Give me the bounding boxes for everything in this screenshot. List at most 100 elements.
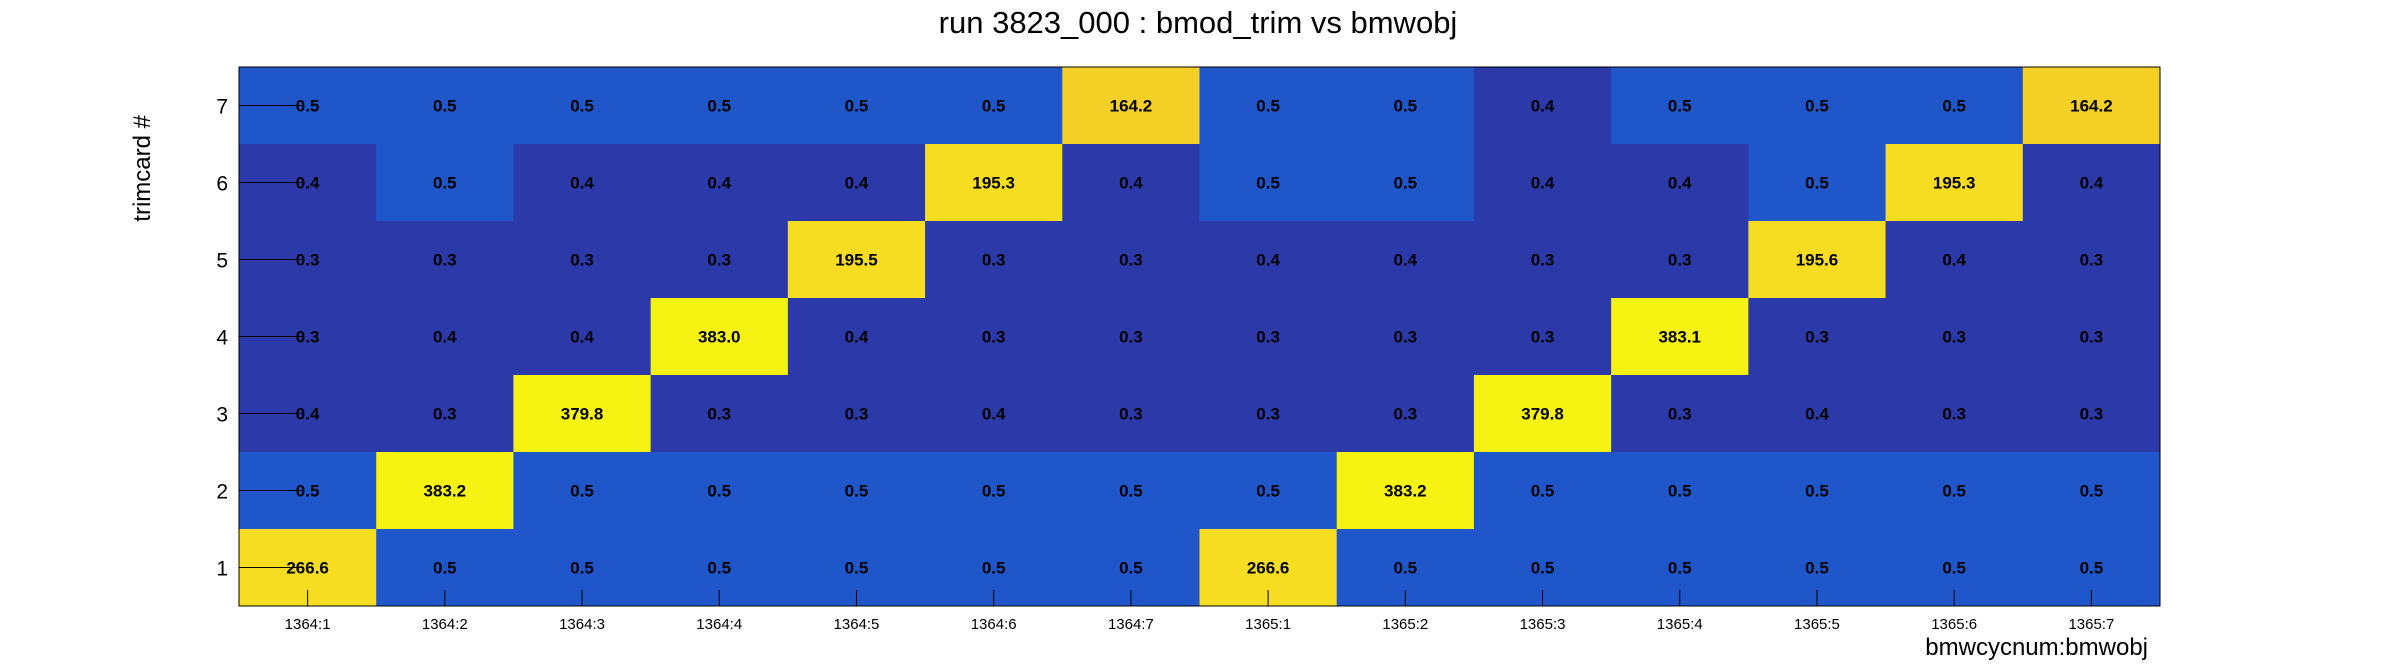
heatmap-cell [513, 221, 652, 299]
heatmap-cell [650, 221, 789, 299]
chart-title: run 3823_000 : bmod_trim vs bmwobj [939, 5, 1458, 40]
heatmap-cell [1336, 221, 1475, 299]
cell-value-label: 0.5 [296, 97, 320, 116]
x-tick-label: 1364:3 [559, 616, 605, 633]
cell-value-label: 0.3 [1119, 251, 1143, 270]
x-tick-label: 1365:4 [1657, 616, 1703, 633]
heatmap-cell [2022, 144, 2161, 222]
cell-value-label: 0.3 [433, 405, 457, 424]
x-tick-label: 1364:6 [971, 616, 1017, 633]
cell-value-label: 0.5 [845, 482, 869, 501]
cell-value-label: 0.5 [1531, 482, 1555, 501]
heatmap-cell [376, 144, 514, 222]
cell-value-label: 0.5 [707, 97, 731, 116]
x-tick-label: 1365:2 [1382, 616, 1428, 633]
cell-value-label: 0.3 [1394, 405, 1418, 424]
cell-value-label: 0.3 [1119, 328, 1143, 347]
cell-value-label: 0.3 [570, 251, 594, 270]
x-tick-label: 1364:1 [285, 616, 331, 633]
heatmap-cell-labels: 0.5 0.5 0.5 0.5 0.5 0.5 164.2 0.5 0.5 0.4 0.5 0.5 0.… [286, 97, 2112, 578]
cell-value-label: 0.4 [2080, 174, 2104, 193]
cell-value-label: 164.2 [2070, 97, 2113, 116]
heatmap-cell [376, 221, 514, 299]
cell-value-label: 0.5 [433, 174, 457, 193]
cell-value-label: 266.6 [1247, 559, 1290, 578]
cell-value-label: 0.5 [1394, 174, 1418, 193]
x-tick-label: 1365:7 [2068, 616, 2114, 633]
cell-value-label: 0.5 [296, 482, 320, 501]
heatmap-cell [1473, 144, 1612, 222]
heatmap-cell [1611, 452, 1749, 530]
cell-value-label: 0.5 [1668, 97, 1692, 116]
heatmap-cell [376, 452, 514, 530]
cell-value-label: 0.4 [982, 405, 1006, 424]
cell-value-label: 0.5 [1668, 482, 1692, 501]
y-tick-label: 1 [216, 558, 228, 581]
heatmap-cell [1062, 144, 1200, 222]
cell-value-label: 0.3 [1942, 405, 1966, 424]
cell-value-label: 0.5 [1119, 559, 1143, 578]
cell-value-label: 0.5 [845, 559, 869, 578]
cell-value-label: 195.6 [1796, 251, 1839, 270]
heatmap-cell [1062, 452, 1200, 530]
cell-value-label: 379.8 [561, 405, 604, 424]
cell-value-label: 0.3 [1668, 405, 1692, 424]
y-tick-label: 4 [216, 327, 228, 350]
heatmap-cell [513, 67, 652, 145]
heatmap-cell [2022, 375, 2161, 453]
cell-value-label: 0.5 [1942, 482, 1966, 501]
heatmap-cell [1336, 67, 1475, 145]
cell-value-label: 0.4 [1256, 251, 1280, 270]
heatmap-cell [787, 375, 926, 453]
heatmap-cell [1336, 144, 1475, 222]
y-tick-label: 2 [216, 481, 228, 504]
heatmap-cell [1885, 375, 2024, 453]
cell-value-label: 0.5 [1668, 559, 1692, 578]
heatmap-cell [1748, 452, 1887, 530]
cell-value-label: 0.3 [2080, 328, 2104, 347]
cell-value-label: 0.3 [433, 251, 457, 270]
cell-value-label: 0.5 [1256, 482, 1280, 501]
x-axis-label: bmwcycnum:bmwobj [1925, 634, 2148, 661]
x-tick-label: 1364:4 [696, 616, 742, 633]
heatmap-cell [925, 144, 1063, 222]
heatmap-cell [650, 375, 789, 453]
cell-value-label: 0.4 [1668, 174, 1692, 193]
cell-value-label: 0.5 [982, 482, 1006, 501]
heatmap-cell [925, 452, 1063, 530]
heatmap-cell [1885, 67, 2024, 145]
cell-value-label: 383.2 [1384, 482, 1427, 501]
y-tick-label: 6 [216, 173, 228, 196]
cell-value-label: 195.3 [972, 174, 1015, 193]
cell-value-label: 0.5 [1805, 174, 1829, 193]
cell-value-label: 0.3 [1531, 328, 1555, 347]
cell-value-label: 0.5 [1805, 482, 1829, 501]
cell-value-label: 0.3 [1668, 251, 1692, 270]
heatmap-cell [513, 375, 652, 453]
heatmap-cell [1199, 298, 1338, 376]
cell-value-label: 0.4 [570, 328, 594, 347]
heatmap-cell [787, 221, 926, 299]
cell-value-label: 0.5 [707, 482, 731, 501]
heatmap-cell [1748, 221, 1887, 299]
heatmap-cell [1611, 144, 1749, 222]
heatmap-cell [925, 221, 1063, 299]
cell-value-label: 0.5 [2080, 482, 2104, 501]
y-axis-label: trimcard # [129, 114, 156, 221]
heatmap-cell [1199, 375, 1338, 453]
heatmap-cell [1473, 375, 1612, 453]
heatmap-cell [787, 67, 926, 145]
heatmap-cell [1199, 67, 1338, 145]
cell-value-label: 379.8 [1521, 405, 1564, 424]
x-tick-label: 1365:1 [1245, 616, 1291, 633]
cell-value-label: 0.5 [1394, 97, 1418, 116]
cell-value-label: 0.3 [296, 328, 320, 347]
cell-value-label: 0.5 [1531, 559, 1555, 578]
cell-value-label: 0.3 [1805, 328, 1829, 347]
heatmap-cell [1199, 144, 1338, 222]
cell-value-label: 0.3 [1394, 328, 1418, 347]
cell-value-label: 0.3 [707, 251, 731, 270]
y-tick-label: 7 [216, 96, 228, 119]
cell-value-label: 0.5 [707, 559, 731, 578]
heatmap-cell [376, 298, 514, 376]
